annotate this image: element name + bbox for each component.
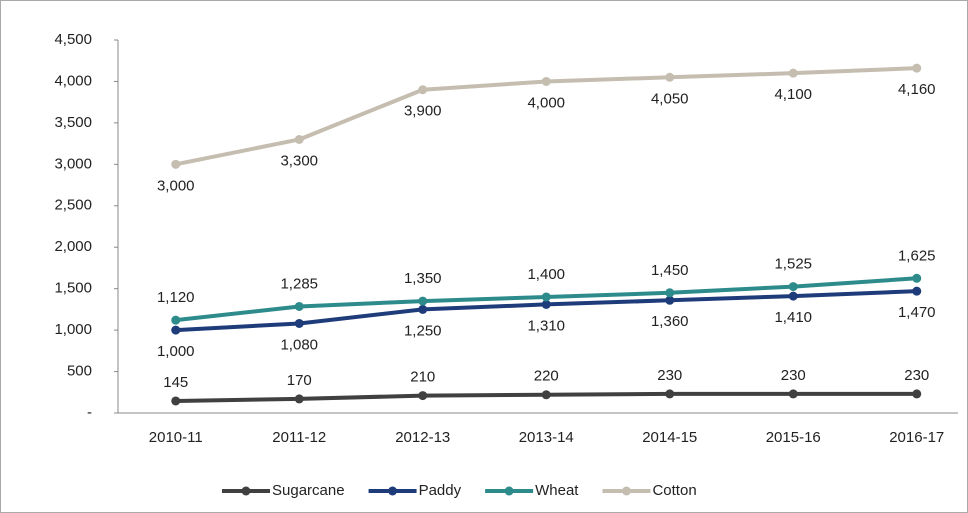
y-tick-label: 2,000 [54,238,92,255]
data-label: 1,350 [404,270,442,287]
legend-label: Cotton [652,482,696,499]
legend-label: Sugarcane [272,482,345,499]
data-label: 1,360 [651,313,689,330]
data-label: 1,120 [157,289,195,306]
legend-marker [621,486,631,496]
data-label: 230 [904,367,929,384]
data-label: 220 [534,368,559,385]
y-tick-label: 2,500 [54,197,92,214]
x-tick-label: 2012-13 [395,429,450,446]
data-point [665,295,675,305]
data-point [541,390,551,400]
legend-label: Wheat [535,482,579,499]
legend-marker [388,486,398,496]
data-label: 1,410 [774,309,812,326]
x-tick-label: 2014-15 [642,429,697,446]
y-tick-label: 4,500 [54,31,92,48]
y-tick-label: - [87,404,92,421]
data-point [788,68,798,78]
data-point [665,389,675,399]
data-point [171,325,181,335]
y-tick-label: 4,000 [54,72,92,89]
data-label: 1,310 [527,317,565,334]
data-label: 4,160 [898,81,936,98]
data-label: 1,250 [404,322,442,339]
data-label: 170 [287,372,312,389]
legend-marker [504,486,514,496]
data-point [541,299,551,309]
data-label: 145 [163,374,188,391]
data-label: 210 [410,369,435,386]
data-point [788,282,798,292]
data-label: 1,285 [280,275,318,292]
data-label: 3,000 [157,177,195,194]
data-point [912,286,922,296]
data-label: 4,100 [774,86,812,103]
x-tick-label: 2011-12 [272,429,326,446]
y-tick-label: 1,500 [54,280,92,297]
x-tick-label: 2013-14 [519,429,574,446]
data-label: 1,400 [527,266,565,283]
data-label: 1,080 [280,336,318,353]
data-point [665,288,675,298]
data-label: 230 [781,367,806,384]
y-tick-label: 1,000 [54,321,92,338]
data-point [418,296,428,306]
data-point [418,85,428,95]
data-point [171,315,181,325]
y-tick-label: 3,500 [54,114,92,131]
data-point [912,273,922,283]
data-point [171,396,181,406]
data-label: 1,525 [774,256,812,273]
data-point [294,134,304,144]
y-tick-label: 3,000 [54,155,92,172]
data-label: 1,000 [157,343,195,360]
data-point [294,301,304,311]
data-point [418,304,428,314]
data-point [418,391,428,401]
data-point [912,389,922,399]
data-label: 1,470 [898,304,936,321]
data-label: 3,300 [280,152,318,169]
x-tick-label: 2016-17 [889,429,944,446]
data-label: 1,625 [898,247,936,264]
legend-label: Paddy [419,482,462,499]
y-tick-label: 500 [67,363,92,380]
data-point [541,292,551,302]
data-point [788,389,798,399]
data-point [541,76,551,86]
data-label: 230 [657,367,682,384]
x-tick-label: 2015-16 [766,429,821,446]
data-point [912,63,922,73]
data-point [665,72,675,82]
data-label: 4,000 [527,94,565,111]
data-point [171,159,181,169]
x-tick-label: 2010-11 [149,429,203,446]
data-label: 3,900 [404,103,442,120]
data-point [788,291,798,301]
data-label: 1,450 [651,262,689,279]
data-point [294,318,304,328]
data-point [294,394,304,404]
data-label: 4,050 [651,90,689,107]
legend-marker [241,486,251,496]
